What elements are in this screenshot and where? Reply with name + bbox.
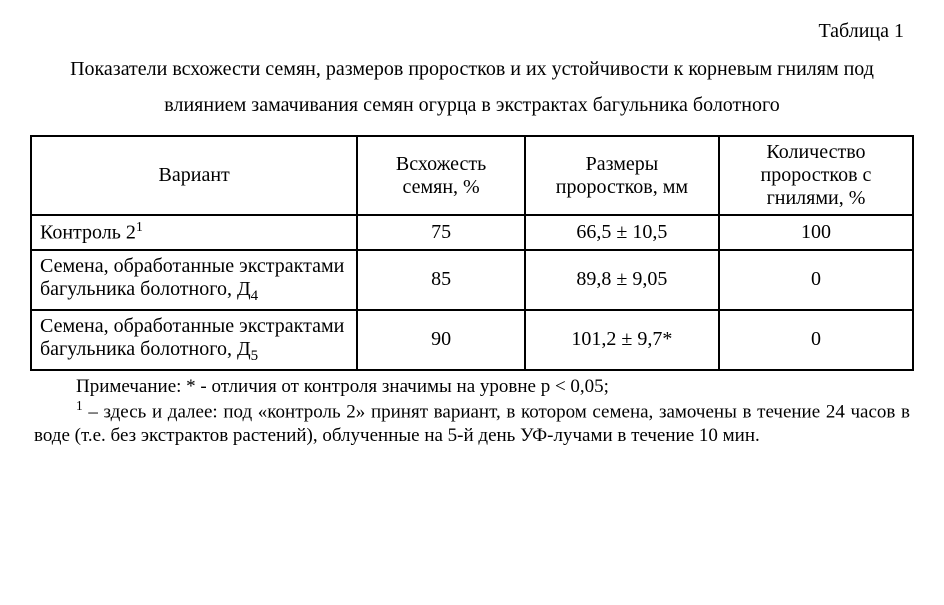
cell-variant: Контроль 21 xyxy=(31,215,357,250)
cell-rot: 0 xyxy=(719,250,913,310)
col-header-germination: Всхожесть семян, % xyxy=(357,136,525,215)
data-table: Вариант Всхожесть семян, % Размеры проро… xyxy=(30,135,914,371)
cell-rot: 100 xyxy=(719,215,913,250)
cell-variant: Семена, обработанные экстрактами багульн… xyxy=(31,250,357,310)
col-header-rot: Количество проростков с гнилями, % xyxy=(719,136,913,215)
cell-germination: 75 xyxy=(357,215,525,250)
table-caption: Показатели всхожести семян, размеров про… xyxy=(40,51,904,123)
table-row: Семена, обработанные экстрактами багульн… xyxy=(31,250,913,310)
table-row: Семена, обработанные экстрактами багульн… xyxy=(31,310,913,370)
cell-size: 66,5 ± 10,5 xyxy=(525,215,719,250)
table-footnote: Примечание: * - отличия от контроля знач… xyxy=(34,375,910,449)
cell-size: 101,2 ± 9,7* xyxy=(525,310,719,370)
table-row: Контроль 21 75 66,5 ± 10,5 100 xyxy=(31,215,913,250)
cell-size: 89,8 ± 9,05 xyxy=(525,250,719,310)
header-row: Вариант Всхожесть семян, % Размеры проро… xyxy=(31,136,913,215)
col-header-size: Размеры проростков, мм xyxy=(525,136,719,215)
cell-germination: 90 xyxy=(357,310,525,370)
col-header-variant: Вариант xyxy=(31,136,357,215)
cell-variant: Семена, обработанные экстрактами багульн… xyxy=(31,310,357,370)
table-number: Таблица 1 xyxy=(30,20,904,43)
cell-rot: 0 xyxy=(719,310,913,370)
cell-germination: 85 xyxy=(357,250,525,310)
